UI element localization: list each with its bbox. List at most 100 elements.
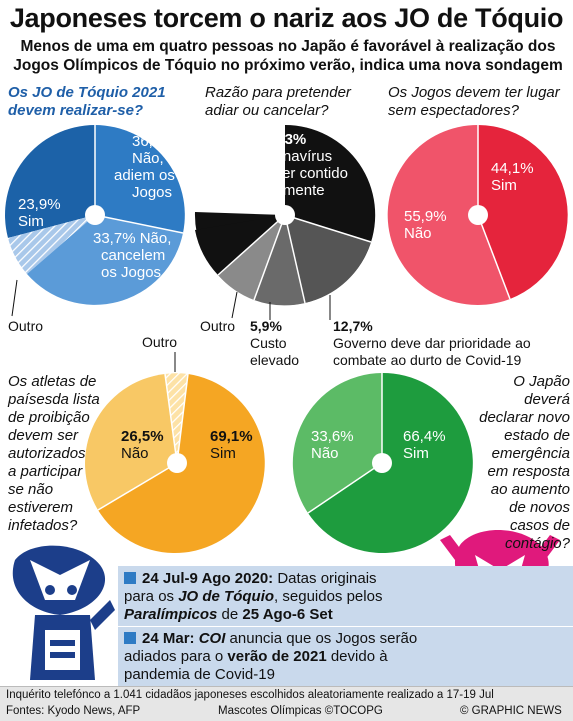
chart1-sim-pct: 23,9%: [18, 196, 61, 213]
timeline-item2-text-b: adiados para o: [124, 648, 228, 665]
chart4-label-nao: 26,5% Não: [121, 428, 181, 462]
timeline-item2-text-a: anuncia que os Jogos serão: [225, 630, 418, 647]
chart1-slice-sim: [5, 125, 96, 238]
chart2-gov-pct: 12,7%: [333, 318, 373, 334]
timeline-item1-text-a: Datas originais: [273, 570, 377, 587]
chart4-q-line3: de proibição: [8, 409, 90, 426]
chart4-label-sim: 69,1% Sim: [210, 428, 270, 462]
chart4-sim-pct: 69,1%: [210, 428, 253, 445]
timeline-divider: [118, 626, 573, 627]
headline: Japoneses torcem o nariz aos JO de Tóqui…: [9, 3, 564, 33]
chart4-question: Os atletas de paísesda lista de proibiçã…: [8, 373, 108, 535]
chart3-question: Os Jogos devem ter lugar sem espectadore…: [388, 84, 573, 120]
chart4-q-line9: infetados?: [8, 517, 78, 534]
chart3-question-line-1: Os Jogos devem ter lugar: [388, 84, 560, 101]
chart2-gov-label: 12,7% Governo deve dar prioridade ao com…: [333, 318, 568, 369]
chart2-main-line2: não vai ser contido: [222, 165, 348, 182]
chart4-q-line2: paísesda lista: [8, 391, 100, 408]
chart1-question-line-1: Os JO de Tóquio 2021: [8, 84, 166, 101]
chart5-pie: [292, 372, 473, 553]
timeline-item2-coi: COI: [198, 630, 226, 647]
chart1-slice-cancelem: [27, 215, 183, 305]
chart1-question: Os JO de Tóquio 2021 devem realizar-se?: [8, 84, 198, 120]
chart4-q-line1: Os atletas de: [8, 373, 97, 390]
chart2-custo-line1: Custo: [250, 335, 287, 351]
chart2-main-pct: 75.3%: [263, 131, 307, 148]
chart1-center-dot: [85, 205, 105, 225]
chart4-nao-pct: 26,5%: [121, 428, 164, 445]
chart5-sim-pct: 66,4%: [403, 428, 446, 445]
chart2-custo-pct: 5,9%: [250, 318, 282, 334]
timeline-item1-bold-d: 25 Ago-6 Set: [242, 606, 333, 623]
miraitowa-mascot: [12, 545, 115, 680]
chart3-label-sim: 44,1% Sim: [491, 160, 551, 194]
chart3-sim-label: Sim: [491, 177, 517, 194]
footer: Inquérito telefónco a 1.041 cidadãos jap…: [0, 686, 573, 721]
timeline-item1-text-d: de: [217, 606, 243, 623]
chart2-question: Razão para pretender adiar ou cancelar?: [205, 84, 385, 120]
timeline-item2-date: 24 Mar:: [142, 630, 195, 647]
chart5-q-line9: contágio?: [504, 535, 570, 552]
chart3-question-line-2: sem espectadores?: [388, 102, 519, 119]
timeline-item-1: 24 Jul-9 Ago 2020: Datas originais para …: [124, 570, 454, 624]
timeline-item2-bold-b: verão de 2021: [227, 648, 327, 665]
chart5-q-line3: estado de: [504, 427, 570, 444]
timeline-item2-text-c: devido à: [326, 648, 388, 665]
chart1-cancelem-line2: os Jogos: [101, 264, 162, 281]
chart4-q-line4: devem ser: [8, 427, 79, 444]
chart1-label-sim: 23,9% Sim: [18, 196, 78, 230]
chart2-center-dot: [275, 205, 295, 225]
chart2-slice-outro: [218, 215, 285, 300]
chart5-q-line2: declarar novo: [479, 409, 570, 426]
chart1-slice-outro: [8, 215, 95, 274]
chart3-pie: [387, 124, 568, 305]
timeline-box: 24 Jul-9 Ago 2020: Datas originais para …: [118, 566, 573, 686]
chart5-q-line7: de novos: [509, 499, 570, 516]
chart3-nao-label: Não: [404, 225, 432, 242]
chart4-sim-label: Sim: [210, 445, 236, 462]
chart1-adiem-line2: adiem os: [114, 167, 175, 184]
chart2-pie: [194, 124, 376, 306]
chart5-q-line1: O Japão deverá: [513, 373, 570, 408]
chart5-center-dot: [372, 453, 392, 473]
chart2-custo-label: 5,9% Custo elevado: [250, 318, 320, 369]
timeline-item-2: 24 Mar: COI anuncia que os Jogos serão a…: [124, 630, 454, 684]
chart4-outro-label: Outro: [142, 334, 178, 350]
square-bullet-icon: [124, 632, 136, 644]
chart4-pie: [85, 373, 265, 554]
chart1-adiem-line1: Não,: [132, 150, 164, 167]
chart3-sim-pct: 44,1%: [491, 160, 534, 177]
chart5-sim-label: Sim: [403, 445, 429, 462]
subtitle-line-2: Jogos Olímpicos de Tóquio no próximo ver…: [13, 57, 563, 74]
footer-mascots: Mascotes Olímpicas ©TOCOPG: [218, 705, 383, 717]
chart2-slice-custo: [254, 215, 305, 306]
chart1-outro-leader: [11, 279, 18, 317]
chart5-q-line8: casos de: [509, 517, 570, 534]
square-bullet-icon: [124, 572, 136, 584]
timeline-item1-text-b: para os: [124, 588, 179, 605]
chart2-outro-label: Outro: [200, 318, 236, 334]
chart3-slice-nao: [387, 124, 510, 305]
chart4-nao-label: Não: [121, 445, 149, 462]
chart1-slice-adiem: [95, 125, 185, 233]
timeline-item2-text-d: pandemia de Covid-19: [124, 666, 275, 683]
timeline-item1-bold-b: JO de Tóquio: [178, 588, 275, 605]
footer-credit: © GRAPHIC NEWS: [460, 705, 562, 717]
chart5-q-line5: em resposta: [487, 463, 570, 480]
timeline-item1-text-c: , seguidos pelos: [274, 588, 383, 605]
chart1-cancelem-line1: cancelem: [101, 247, 166, 264]
chart2-question-line-2: adiar ou cancelar?: [205, 102, 329, 119]
chart1-outro-label: Outro: [8, 318, 44, 334]
chart3-center-dot: [468, 205, 488, 225]
chart1-pie: [5, 125, 185, 305]
chart4-slice-outro: [165, 373, 188, 463]
chart4-q-line6: a participar: [8, 463, 83, 480]
chart5-q-line4: emergência: [491, 445, 570, 462]
subtitle-line-1: Menos de uma em quatro pessoas no Japão …: [20, 38, 556, 55]
timeline-item1-bold-c: Paralímpicos: [124, 606, 218, 623]
chart1-adiem-line3: Jogos: [132, 184, 173, 201]
chart1-label-adiem: 36,4% Não, adiem os Jogos: [104, 133, 184, 201]
chart2-main-line1: O coronavírus: [237, 148, 333, 165]
chart2-slice-gov: [285, 215, 371, 303]
chart2-question-line-1: Razão para pretender: [205, 84, 351, 101]
